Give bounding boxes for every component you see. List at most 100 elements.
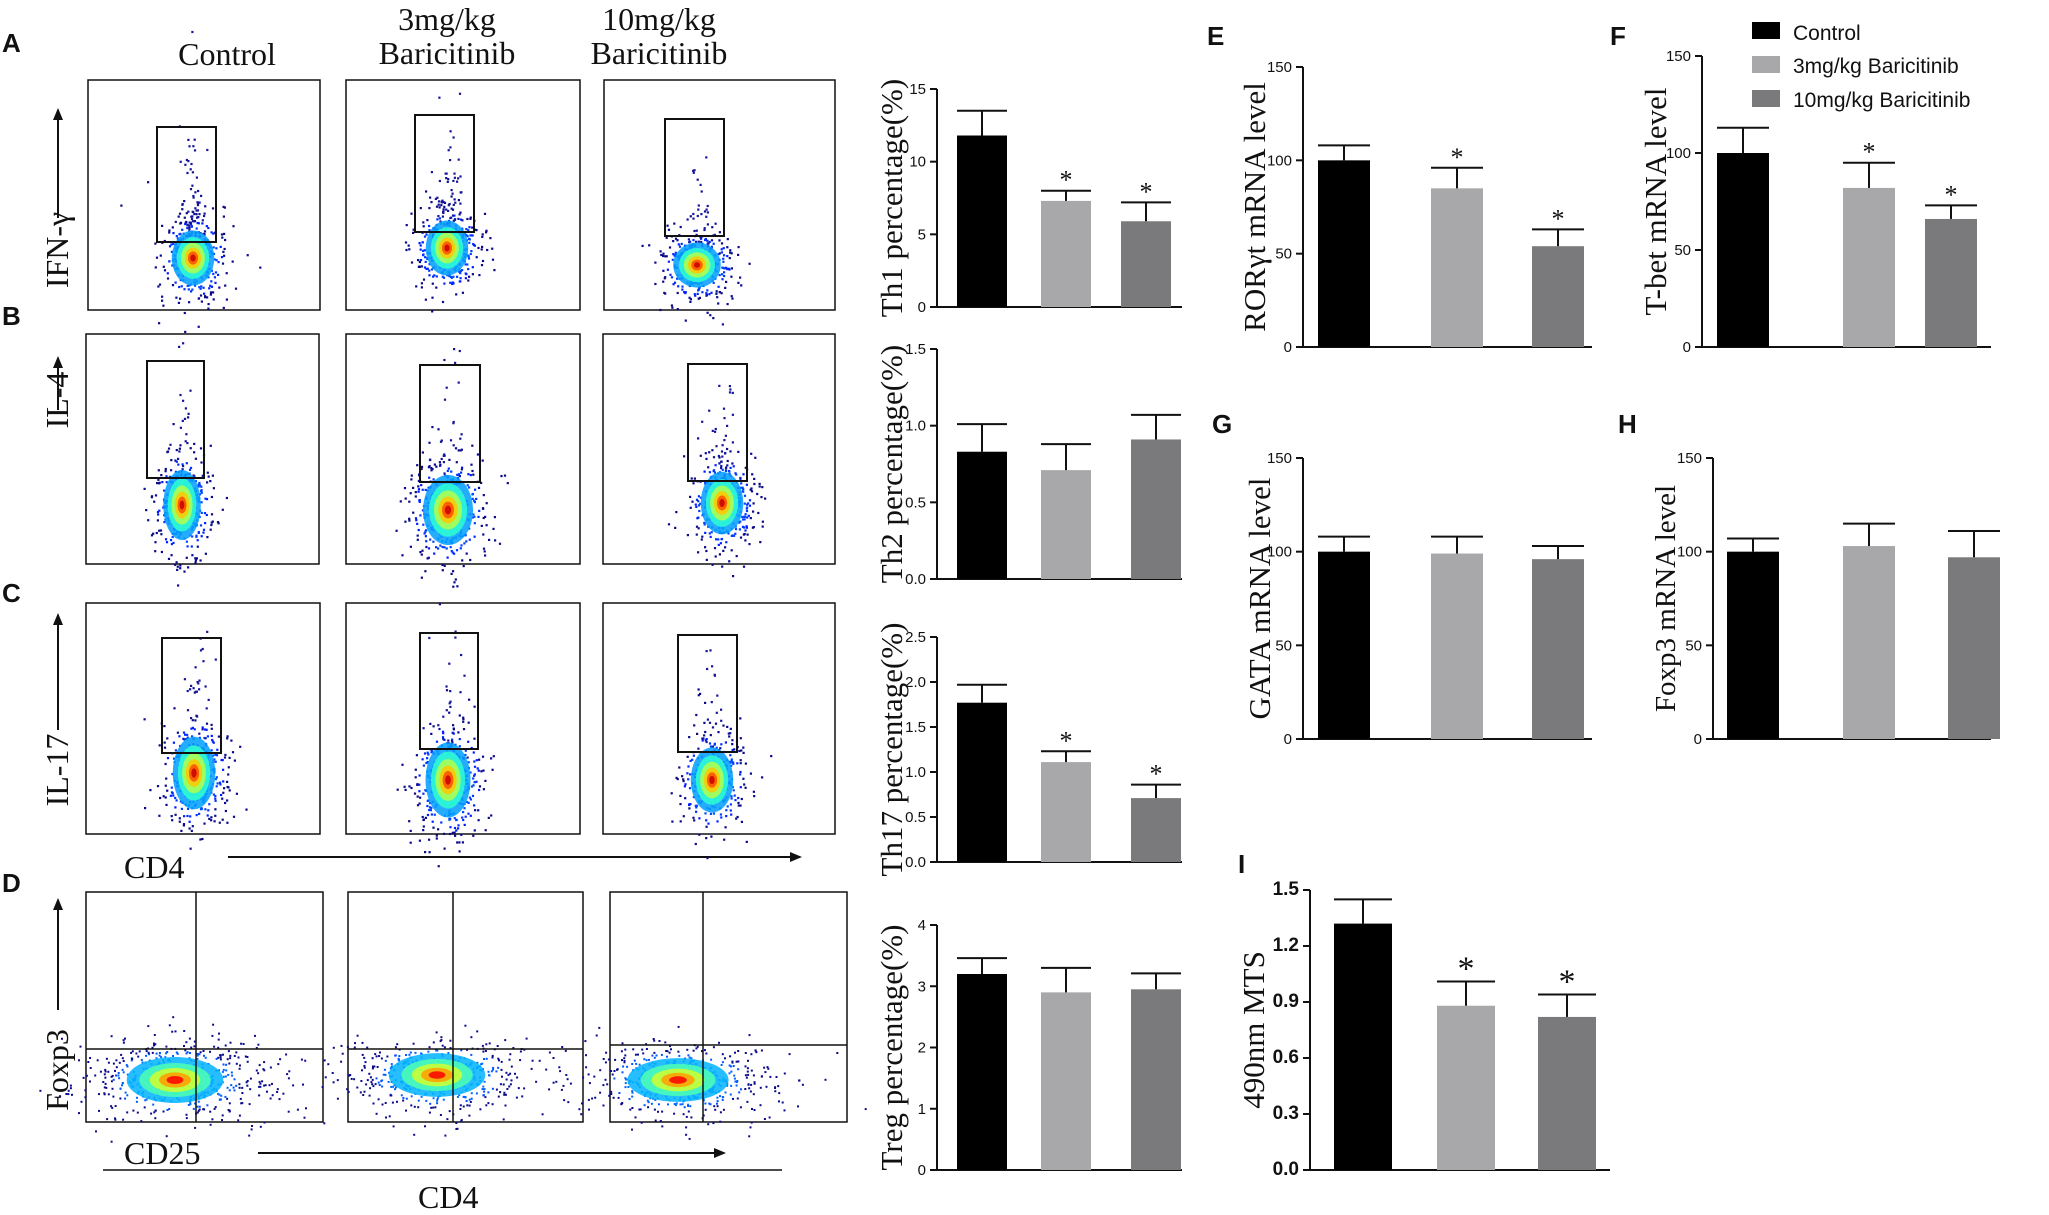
- cloud-foxp3-3mg-point: [436, 1099, 439, 1102]
- cloud-il4-control-point: [157, 513, 160, 516]
- cloud-ifn-control-tail-point: [190, 162, 193, 166]
- cloud-ifn-3mg-point: [466, 235, 469, 238]
- cloud-il17-10mg-tail-point: [705, 650, 708, 653]
- cloud-foxp3-3mg-point: [369, 1076, 372, 1079]
- cloud-foxp3-control-point: [218, 1098, 221, 1101]
- th1-y-tick-label: 10: [909, 154, 926, 171]
- cloud-il17-3mg-point: [464, 815, 467, 818]
- cloud-il17-control-tail-point: [182, 737, 185, 740]
- cloud-ifn-10mg-point: [654, 261, 657, 264]
- cloud-foxp3-10mg-point: [647, 1106, 650, 1109]
- cloud-foxp3-10mg-point: [749, 1126, 752, 1129]
- cloud-il4-3mg-point: [424, 570, 427, 573]
- cloud-ifn-10mg-point: [740, 284, 743, 287]
- cloud-il17-10mg-tail-point: [706, 718, 709, 721]
- cloud-foxp3-10mg-point: [578, 1108, 581, 1111]
- cloud-foxp3-10mg-point: [561, 1046, 564, 1048]
- cloud-il4-control-tail-point: [185, 433, 188, 436]
- cloud-foxp3-3mg-point: [505, 1071, 508, 1074]
- cloud-il4-control-point: [199, 447, 203, 450]
- cloud-foxp3-3mg-point: [391, 1101, 394, 1104]
- cloud-foxp3-10mg-point: [606, 1083, 609, 1086]
- cloud-ifn-10mg-point: [708, 240, 711, 243]
- cloud-foxp3-control-point: [204, 1056, 207, 1059]
- cloud-ifn-control-tail-point: [196, 209, 200, 212]
- cloud-il4-3mg-point: [473, 501, 476, 504]
- cloud-il17-control-point: [214, 778, 217, 781]
- cloud-ifn-control-point: [168, 260, 171, 263]
- cloud-il4-10mg-point: [695, 505, 698, 508]
- cloud-foxp3-3mg-point: [481, 1088, 484, 1091]
- cloud-foxp3-10mg-point: [747, 1073, 750, 1076]
- cloud-foxp3-3mg-point: [390, 1085, 393, 1088]
- cloud-il4-10mg-point: [703, 523, 706, 526]
- cloud-foxp3-3mg-point: [374, 1053, 377, 1056]
- cloud-il4-10mg-tail-point: [720, 465, 723, 468]
- cloud-il17-control-tail-point: [195, 690, 198, 693]
- cloud-foxp3-3mg-point: [535, 1080, 538, 1083]
- cloud-il4-10mg-point: [725, 541, 728, 544]
- cloud-il17-3mg-point: [464, 753, 467, 757]
- cloud-il4-10mg-point: [751, 473, 754, 476]
- treg-bar-2: [1131, 989, 1181, 1170]
- cloud-il17-control-point: [224, 809, 227, 813]
- cloud-il17-10mg-point: [742, 751, 745, 754]
- th2-bar-0: [957, 451, 1007, 579]
- cloud-ifn-10mg-point: [722, 260, 725, 263]
- cloud-ifn-control-point: [174, 281, 177, 284]
- cloud-il17-control-point: [170, 786, 173, 789]
- cloud-il4-3mg-point: [471, 444, 474, 447]
- cloud-il4-10mg-point: [713, 547, 717, 550]
- cloud-il4-10mg-point: [695, 525, 699, 528]
- cloud-foxp3-3mg-point: [499, 1083, 502, 1086]
- cloud-ifn-10mg-point: [729, 249, 732, 252]
- cloud-il4-3mg-point: [417, 528, 420, 532]
- cloud-foxp3-control-point: [233, 1078, 236, 1081]
- cloud-ifn-3mg-point: [480, 248, 483, 251]
- cloud-foxp3-3mg-point: [381, 1085, 384, 1088]
- cloud-foxp3-10mg-point: [632, 1048, 635, 1051]
- th17-y-tick-label: 1.0: [905, 764, 926, 781]
- cloud-il4-10mg-point: [739, 486, 742, 489]
- cloud-il4-control-tail-point: [177, 457, 180, 460]
- cloud-foxp3-3mg-point: [491, 1054, 494, 1057]
- cloud-il17-3mg-point: [409, 829, 412, 832]
- cloud-ifn-3mg-tail-point: [440, 201, 443, 204]
- cloud-foxp3-control-point: [197, 1109, 200, 1112]
- cloud-foxp3-control-point: [107, 1070, 110, 1073]
- cloud-ifn-control-point: [163, 269, 167, 272]
- treg-y-tick-label: 1: [918, 1101, 926, 1118]
- cloud-il4-3mg-point: [417, 488, 421, 491]
- cloud-ifn-3mg-point: [440, 204, 443, 207]
- cloud-il4-control-point: [169, 539, 173, 542]
- cloud-il17-3mg-point: [429, 722, 432, 725]
- cloud-il4-control-point: [150, 534, 154, 537]
- cloud-foxp3-3mg-point: [506, 1088, 509, 1090]
- cloud-ifn-10mg-point: [674, 253, 677, 256]
- cloud-ifn-3mg-point: [441, 275, 444, 278]
- cloud-foxp3-3mg-point: [435, 1031, 438, 1034]
- cloud-ifn-3mg-tail-point: [437, 215, 440, 218]
- cloud-il4-10mg-point: [718, 456, 721, 459]
- cloud-il17-control-point: [174, 796, 177, 800]
- cloud-il17-control-point: [186, 807, 190, 810]
- cloud-foxp3-control-point: [112, 1078, 115, 1081]
- cloud-foxp3-3mg-point: [382, 1073, 385, 1076]
- cloud-il4-3mg-point: [472, 473, 475, 476]
- cloud-foxp3-10mg-point: [767, 1067, 770, 1070]
- cloud-il4-3mg-point: [469, 474, 472, 477]
- tbet-y-tick-label: 100: [1666, 145, 1691, 162]
- cloud-foxp3-3mg-point: [380, 1057, 383, 1060]
- cloud-il17-3mg-point: [408, 785, 411, 788]
- cloud-il4-10mg-point: [749, 488, 752, 491]
- cloud-il4-3mg-point: [456, 585, 459, 588]
- cloud-foxp3-control-point: [228, 1110, 231, 1113]
- cloud-foxp3-3mg-point: [271, 1094, 274, 1097]
- cloud-il17-10mg-tail-point: [716, 694, 719, 697]
- cloud-foxp3-10mg-point: [645, 1043, 648, 1046]
- cloud-il4-3mg-point: [482, 494, 485, 497]
- cloud-foxp3-10mg-point: [677, 1025, 680, 1028]
- cloud-il17-3mg-point: [453, 817, 456, 820]
- cloud-il17-10mg-point: [739, 773, 742, 776]
- cloud-foxp3-control-point: [222, 1068, 225, 1071]
